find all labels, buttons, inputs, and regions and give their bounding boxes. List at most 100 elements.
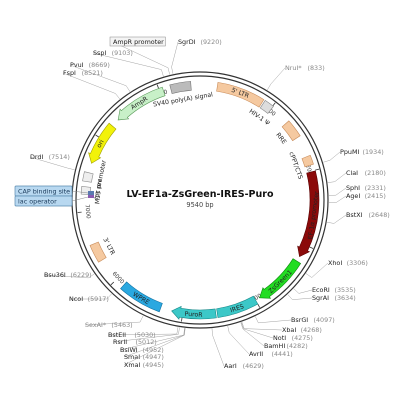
feature-label-5-ltr: 5' LTR (230, 87, 250, 100)
cap-binding-label: CAP binding site (18, 188, 70, 196)
site-bsrgi[interactable]: BsrGI (4097) (255, 316, 335, 324)
site-pos-xbai: (4268) (301, 326, 322, 334)
site-leader-bsteii (107, 327, 179, 336)
site-pos-clai: (2180) (365, 169, 386, 177)
site-pos-aari: (4629) (243, 362, 264, 370)
feature-zsgreen1[interactable]: ZsGreen1 (259, 258, 302, 299)
site-sgrai[interactable]: SgrAI (3634) (287, 294, 356, 302)
site-pos-drdi: (7514) (49, 153, 70, 161)
site-ncoi[interactable]: NcoI (5917) (68, 293, 112, 303)
site-bsteii[interactable]: BstEII (5030) (107, 327, 179, 339)
site-ampr-promoter[interactable]: AmpR promoter (109, 36, 170, 75)
site-leader-drdi (29, 156, 75, 171)
site-drdi[interactable]: DrdI (7514) (29, 153, 75, 171)
site-nrui[interactable]: NruI* (833) (267, 64, 325, 91)
site-sspi[interactable]: SspI (9103) (92, 49, 164, 77)
site-sgrdi[interactable]: SgrDI (9220) (171, 38, 222, 74)
site-pos-bsrgi: (4097) (314, 316, 335, 324)
site-pos-sgrdi: (9220) (201, 38, 222, 46)
tick-4000 (257, 303, 261, 308)
site-name-bstxi: BstXI (346, 211, 363, 219)
plasmid-title: LV-EF1a-ZsGreen-IRES-Puro (127, 189, 274, 200)
site-leader-ampr-promoter (112, 41, 170, 75)
tick-9000 (156, 84, 159, 89)
site-name-clai: ClaI (346, 169, 358, 177)
site-name-rsrii: RsrII (113, 338, 127, 346)
site-bstxi[interactable]: BstXI (2648) (327, 211, 390, 224)
site-pos-bsteii: (5030) (134, 331, 155, 339)
site-pos-smai: (4947) (143, 353, 164, 361)
feature-shape-ires (216, 295, 259, 318)
feature-label-ori: ori (96, 139, 106, 150)
lac-marker (88, 191, 94, 195)
site-name-xbai: XbaI (282, 326, 296, 334)
site-pos-sspi: (9103) (112, 49, 133, 57)
cap-binding-leader (71, 190, 89, 194)
site-leader-xmai (123, 328, 186, 366)
site-leader-bamhi (240, 322, 265, 347)
site-pos-bsiwi: (4952) (143, 346, 164, 354)
lac-operator-label: lac operator (18, 198, 57, 206)
site-leader-clai (327, 172, 347, 183)
feature-ori[interactable]: ori (88, 122, 117, 164)
site-name-bamhi: BamHI (264, 342, 285, 350)
site-xmai[interactable]: XmaI (4945) (123, 328, 186, 369)
site-leader-sphi (328, 187, 347, 196)
site-pos-ppumi: (1934) (363, 148, 384, 156)
site-leader-sgrdi (171, 41, 179, 74)
feature-ires[interactable]: IRES (216, 295, 259, 318)
site-box-ampr-promoter (109, 36, 166, 47)
feature-rre[interactable]: RRE (274, 120, 301, 146)
site-sexai[interactable]: SexAI* (5463) (84, 315, 144, 329)
site-pos-sphi: (2331) (365, 184, 386, 192)
site-noti[interactable]: NotI (4275) (241, 322, 313, 342)
site-fspi[interactable]: FspI (8521) (62, 69, 120, 100)
backbone-outer (71, 71, 329, 329)
site-leader-pvui (69, 64, 131, 92)
site-bsu36i[interactable]: Bsu36I (6229) (43, 271, 95, 279)
feature-shape-puror (171, 305, 217, 320)
feature-label-puror: PuroR (184, 311, 203, 319)
site-ppumi[interactable]: PpuMI (1934) (323, 148, 384, 163)
site-pos-ncoi: (5917) (88, 295, 109, 303)
feature-puror[interactable]: PuroR (171, 305, 217, 320)
site-leader-rsrii (112, 327, 180, 343)
site-sphi[interactable]: SphI (2331) (328, 184, 386, 196)
site-pvui[interactable]: PvuI (8669) (69, 61, 131, 92)
site-name-drdi: DrdI (30, 153, 43, 161)
site-leader-ecori (293, 288, 313, 294)
site-pos-pvui: (8669) (89, 61, 110, 69)
site-leader-sgrai (287, 294, 313, 300)
site-name-smai: SmaI (124, 353, 140, 361)
site-avrii[interactable]: AvrII (4441) (227, 325, 293, 358)
site-rsrii[interactable]: RsrII (5012) (112, 327, 180, 346)
site-pos-noti: (4275) (292, 334, 313, 342)
site-aari[interactable]: AarI (4629) (211, 328, 264, 370)
site-pos-bsu36i: (6229) (70, 271, 91, 279)
backbone-inner (75, 75, 325, 325)
feature-label-m13-rev: M13 rev (94, 179, 103, 205)
feature-ef-1-promoter[interactable]: EF-1α promoter (297, 170, 321, 258)
site-pos-sgrai: (3634) (335, 294, 356, 302)
feature-5-ltr[interactable]: 5' LTR (216, 82, 265, 108)
site-name-fspi: FspI (63, 69, 76, 77)
site-bamhi[interactable]: BamHI (4282) (240, 322, 308, 350)
feature-shape-wpre (120, 281, 163, 313)
site-agei[interactable]: AgeI (2415) (328, 192, 386, 203)
feature-3-ltr[interactable]: 3' LTR (89, 237, 116, 263)
site-name-ncoi: NcoI (69, 295, 83, 303)
site-pos-nrui: (833) (308, 64, 325, 72)
site-xbai[interactable]: XbaI (4268) (241, 321, 322, 334)
site-xhoi[interactable]: XhoI (3306) (305, 259, 368, 278)
site-ecori[interactable]: EcoRI (3535) (293, 286, 356, 294)
site-clai[interactable]: ClaI (2180) (327, 169, 386, 183)
site-leader-noti (241, 322, 274, 339)
site-pos-xhoi: (3306) (347, 259, 368, 267)
site-name-aari: AarI (224, 362, 237, 370)
feature-shape-ori (88, 122, 117, 164)
tick-label-7000: 7000 (83, 204, 90, 219)
tick-label-2000: 2000 (304, 164, 313, 180)
feature-wpre[interactable]: WPRE (120, 281, 163, 313)
